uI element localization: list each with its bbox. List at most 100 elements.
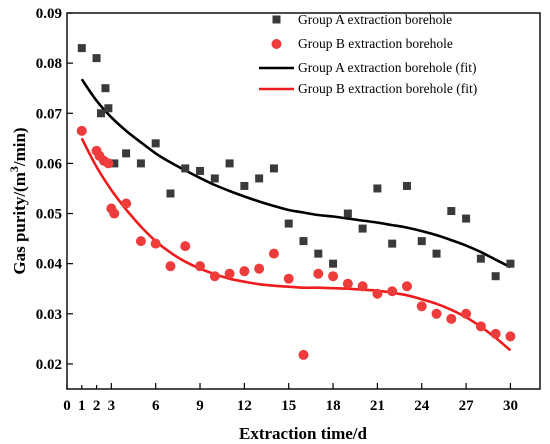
group-a-point: [92, 54, 101, 63]
y-tick-label: 0.08: [36, 56, 62, 72]
x-tick-label: 27: [459, 398, 475, 414]
group-b-point: [401, 281, 412, 292]
group-a-point: [506, 259, 515, 268]
group-a-point: [447, 207, 456, 216]
group-a-point: [110, 159, 119, 168]
legend: Group A extraction borehole Group B extr…: [259, 12, 477, 96]
group-b-point: [103, 158, 114, 169]
x-tick-label: 12: [237, 398, 252, 414]
group-b-point: [490, 328, 501, 339]
x-tick-label: 21: [370, 398, 385, 414]
x-tick-label: 0: [63, 398, 71, 414]
group-a-point: [210, 174, 219, 183]
group-a-point: [358, 224, 367, 233]
x-axis-ticks: 0 3 6 9 12 15 18 21 24 27 30 1 2: [63, 383, 518, 414]
y-tick-label: 0.05: [36, 207, 62, 223]
group-a-point: [96, 109, 105, 118]
group-b-point: [357, 281, 368, 292]
plot-frame: [66, 12, 541, 390]
x-tick-label: 1: [78, 398, 86, 414]
legend-label-group-a: Group A extraction borehole: [298, 12, 452, 27]
group-a-point: [329, 259, 338, 268]
y-tick-label: 0.02: [36, 357, 62, 373]
group-a-point: [240, 181, 249, 190]
group-b-point: [298, 349, 309, 360]
group-b-point: [372, 288, 383, 299]
group-b-point: [239, 266, 250, 277]
group-a-point: [462, 214, 471, 223]
group-a-point: [343, 209, 352, 218]
group-b-point: [180, 241, 191, 252]
group-a-point: [136, 159, 145, 168]
group-b-point: [446, 313, 457, 324]
group-b-point: [109, 208, 120, 219]
x-axis-title: Extraction time/d: [239, 424, 367, 443]
group-b-point: [76, 125, 87, 136]
group-a-point: [77, 44, 86, 53]
group-b-point: [387, 286, 398, 297]
group-b-point: [135, 236, 146, 247]
group-a-point: [196, 166, 205, 175]
group-a-point: [225, 159, 234, 168]
scatter-points: [76, 44, 516, 360]
fit-line-group-b: [80, 137, 512, 352]
group-b-point: [150, 238, 161, 249]
x-tick-label: 15: [281, 398, 296, 414]
group-b-point: [195, 261, 206, 272]
group-b-point: [268, 248, 279, 259]
group-a-point: [181, 164, 190, 173]
legend-label-group-b-fit: Group B extraction borehole (fit): [298, 81, 477, 96]
group-b-point: [328, 271, 339, 282]
group-b-point: [475, 321, 486, 332]
group-a-point: [101, 84, 110, 93]
group-b-point: [224, 268, 235, 279]
x-tick-label: 6: [152, 398, 160, 414]
group-a-point: [104, 104, 113, 113]
x-tick-label: 18: [326, 398, 341, 414]
y-tick-label: 0.06: [36, 156, 63, 172]
x-tick-label: 3: [108, 398, 116, 414]
y-tick-label: 0.07: [36, 106, 63, 122]
group-a-point: [476, 254, 485, 263]
y-tick-label: 0.04: [36, 257, 63, 273]
group-b-point: [461, 308, 472, 319]
group-a-point: [432, 249, 441, 258]
group-b-point: [505, 331, 516, 342]
legend-label-group-b: Group B extraction borehole: [298, 36, 453, 51]
x-tick-label: 24: [414, 398, 430, 414]
group-a-point: [491, 272, 500, 281]
group-b-point: [165, 261, 176, 272]
group-a-point: [166, 189, 175, 198]
group-b-point: [209, 271, 220, 282]
fit-line-group-a: [80, 78, 512, 269]
group-b-point: [342, 278, 353, 289]
group-a-point: [151, 139, 160, 148]
y-tick-label: 0.09: [36, 6, 62, 22]
x-tick-label: 30: [503, 398, 518, 414]
y-axis-title: Gas purity/(m3/min): [7, 127, 29, 274]
group-b-point: [313, 268, 324, 279]
group-a-point: [122, 149, 131, 158]
group-a-point: [284, 219, 293, 228]
group-b-point: [416, 301, 427, 312]
group-a-point: [402, 181, 411, 190]
fit-lines: [80, 78, 512, 352]
legend-marker-group-b: [271, 39, 282, 49]
group-a-point: [299, 237, 308, 246]
group-a-point: [373, 184, 382, 193]
y-tick-label: 0.03: [36, 307, 62, 323]
legend-label-group-a-fit: Group A extraction borehole (fit): [298, 60, 476, 75]
y-axis-ticks: 0.02 0.03 0.04 0.05 0.06 0.07 0.08 0.09: [36, 6, 73, 373]
x-tick-label: 9: [196, 398, 204, 414]
group-b-point: [431, 308, 442, 319]
group-a-point: [314, 249, 323, 258]
x-tick-label: 2: [93, 398, 101, 414]
group-b-point: [254, 263, 265, 274]
group-b-point: [283, 273, 294, 284]
legend-marker-group-a: [272, 15, 281, 24]
group-b-point: [121, 198, 132, 209]
group-a-point: [388, 239, 397, 248]
group-a-point: [269, 164, 278, 173]
group-a-point: [255, 174, 264, 183]
